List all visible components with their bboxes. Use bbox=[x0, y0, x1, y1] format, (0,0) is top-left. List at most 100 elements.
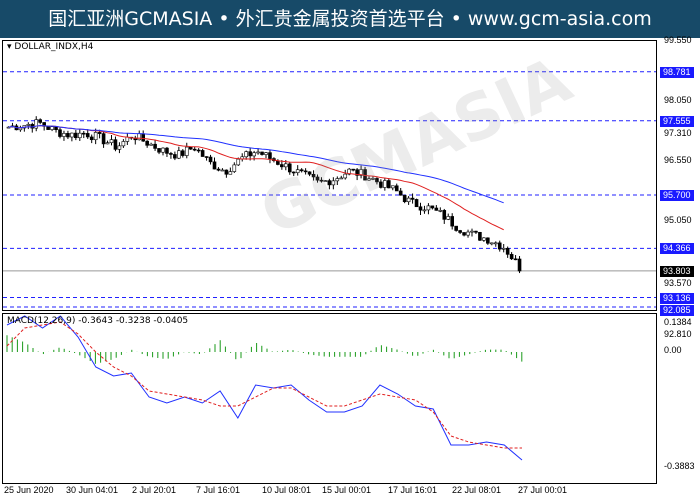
candle-body bbox=[268, 152, 272, 159]
candle-body bbox=[367, 178, 371, 181]
candle-body bbox=[244, 151, 248, 158]
candle-body bbox=[204, 156, 209, 158]
candle-body bbox=[284, 163, 288, 168]
time-axis-label: 10 Jul 08:01 bbox=[262, 485, 312, 495]
candle-body bbox=[315, 176, 320, 181]
candle-body bbox=[430, 205, 435, 209]
time-axis-label: 30 Jun 04:01 bbox=[66, 485, 119, 495]
candle-body bbox=[482, 237, 486, 241]
time-axis-label: 15 Jul 00:01 bbox=[322, 485, 372, 495]
candle-body bbox=[256, 151, 260, 154]
candle-body bbox=[291, 171, 296, 174]
candle-body bbox=[478, 232, 482, 241]
candle-body bbox=[505, 247, 510, 255]
candle-body bbox=[224, 169, 229, 175]
candle-body bbox=[474, 230, 478, 233]
candle-body bbox=[93, 132, 98, 141]
candle-body bbox=[169, 153, 173, 155]
candle-body bbox=[343, 173, 348, 179]
candle-body bbox=[295, 169, 300, 173]
price-tick: 95.050 bbox=[664, 215, 692, 225]
level-price-tag: 92.085 bbox=[660, 304, 694, 316]
candle-body bbox=[394, 185, 399, 192]
candlestick-plot bbox=[3, 71, 656, 308]
macd-main-line bbox=[6, 315, 523, 461]
candle-body bbox=[149, 143, 153, 146]
candle-body bbox=[450, 216, 454, 227]
candle-body bbox=[311, 173, 316, 178]
candle-body bbox=[438, 210, 443, 212]
time-axis-label: 2 Jul 20:01 bbox=[132, 485, 177, 495]
candle-body bbox=[157, 148, 161, 153]
candle-body bbox=[264, 152, 268, 155]
moving-average-line bbox=[8, 125, 504, 204]
price-chart[interactable]: ▾ DOLLAR_INDX,H4 bbox=[2, 40, 657, 311]
price-tick: 93.570 bbox=[664, 277, 692, 288]
candle-body bbox=[42, 122, 46, 127]
candle-body bbox=[331, 180, 336, 186]
candle-body bbox=[517, 258, 522, 272]
candle-body bbox=[50, 126, 54, 130]
candle-body bbox=[497, 242, 502, 250]
time-axis-label: 22 Jul 08:01 bbox=[452, 485, 502, 495]
candle-body bbox=[486, 237, 490, 244]
candle-body bbox=[81, 132, 86, 135]
level-price-tag: 95.700 bbox=[660, 190, 694, 201]
candle-body bbox=[181, 150, 185, 156]
level-price-tag: 94.366 bbox=[660, 243, 694, 255]
candle-body bbox=[236, 158, 241, 166]
candle-body bbox=[192, 148, 197, 151]
macd-tick: 0.1384 bbox=[664, 316, 692, 327]
candle-body bbox=[303, 170, 308, 173]
candle-body bbox=[212, 161, 217, 170]
candle-body bbox=[58, 129, 62, 137]
candle-body bbox=[121, 141, 126, 147]
candle-body bbox=[165, 147, 169, 154]
macd-signal-line bbox=[6, 321, 522, 449]
candle-body bbox=[74, 132, 78, 139]
candle-body bbox=[113, 139, 118, 150]
candle-body bbox=[470, 230, 474, 233]
price-tick: 98.050 bbox=[664, 95, 692, 105]
time-axis-label: 25 Jun 2020 bbox=[4, 485, 54, 495]
candle-body bbox=[355, 169, 359, 176]
candle-body bbox=[78, 132, 82, 139]
header-title: 国汇亚洲GCMASIA • 外汇贵金属投资首选平台 • www.gcm-asia… bbox=[0, 0, 700, 38]
candle-body bbox=[173, 154, 177, 159]
candle-body bbox=[200, 150, 205, 157]
candle-body bbox=[38, 119, 42, 123]
candle-body bbox=[422, 209, 427, 212]
candle-body bbox=[125, 136, 130, 142]
candle-body bbox=[493, 242, 498, 245]
price-tick: 97.310 bbox=[664, 127, 692, 138]
candle-body bbox=[375, 178, 379, 183]
candle-body bbox=[117, 145, 122, 150]
price-tick: 92.810 bbox=[664, 328, 692, 339]
candle-body bbox=[410, 197, 415, 200]
candle-body bbox=[220, 169, 225, 172]
symbol-text: DOLLAR_INDX,H4 bbox=[14, 42, 94, 52]
candle-body bbox=[287, 163, 292, 173]
candle-body bbox=[280, 164, 284, 168]
price-tick: 96.550 bbox=[664, 155, 692, 165]
level-price-tag: 93.136 bbox=[660, 292, 694, 304]
macd-panel[interactable]: MACD(12,26,9) -0.3643 -0.3238 -0.0405 bbox=[2, 313, 657, 484]
candle-body bbox=[414, 199, 419, 208]
candle-body bbox=[509, 254, 514, 260]
symbol-label: ▾ DOLLAR_INDX,H4 bbox=[7, 42, 94, 52]
candle-body bbox=[34, 119, 39, 129]
candle-body bbox=[307, 171, 312, 175]
candle-body bbox=[379, 181, 383, 188]
candle-body bbox=[418, 206, 423, 211]
current-price-tag: 93.803 bbox=[660, 265, 694, 277]
candle-body bbox=[137, 133, 142, 141]
candle-body bbox=[513, 258, 518, 261]
candle-body bbox=[177, 150, 181, 159]
candle-body bbox=[323, 180, 328, 182]
candle-body bbox=[66, 133, 70, 138]
candle-body bbox=[26, 124, 31, 126]
macd-label: MACD(12,26,9) -0.3643 -0.3238 -0.0405 bbox=[7, 316, 189, 326]
candle-body bbox=[383, 180, 387, 188]
candle-body bbox=[434, 207, 439, 211]
candle-body bbox=[454, 225, 458, 231]
